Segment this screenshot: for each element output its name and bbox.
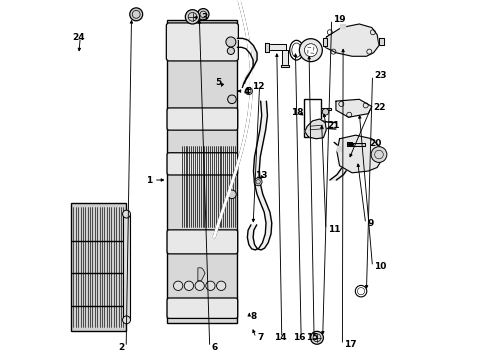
Circle shape [197,9,208,20]
FancyBboxPatch shape [167,298,237,319]
Bar [167,21,237,323]
Circle shape [322,109,328,115]
Polygon shape [281,64,288,67]
Text: 23: 23 [373,71,386,80]
Bar [122,214,130,320]
Text: 20: 20 [368,139,381,148]
FancyBboxPatch shape [167,108,237,130]
Circle shape [227,95,236,104]
Circle shape [299,39,322,62]
Text: 17: 17 [344,341,356,350]
Text: 9: 9 [367,219,373,228]
Text: 10: 10 [373,262,386,271]
Circle shape [304,44,317,57]
Circle shape [173,281,183,291]
Polygon shape [323,24,378,56]
Text: 24: 24 [72,33,85,42]
Text: 18: 18 [290,108,303,117]
Circle shape [129,8,142,21]
Circle shape [310,331,323,344]
Text: 6: 6 [211,343,217,352]
FancyBboxPatch shape [166,23,238,61]
Circle shape [370,147,386,162]
Text: 5: 5 [215,78,221,87]
Circle shape [195,281,204,291]
Circle shape [205,281,215,291]
Polygon shape [198,268,204,280]
Circle shape [225,37,235,47]
Circle shape [216,281,225,291]
Polygon shape [267,44,285,50]
Text: 12: 12 [251,82,264,91]
Polygon shape [335,99,371,117]
Text: 7: 7 [257,333,264,342]
Polygon shape [351,143,364,145]
Text: 16: 16 [293,333,305,342]
Polygon shape [378,38,383,45]
Polygon shape [336,145,341,151]
Text: 11: 11 [327,225,340,234]
Polygon shape [336,135,382,173]
Text: 19: 19 [333,15,346,24]
Polygon shape [282,50,287,65]
Text: 2: 2 [118,343,124,352]
FancyBboxPatch shape [167,153,237,175]
Text: 1: 1 [145,176,152,185]
Circle shape [122,316,130,324]
Polygon shape [339,24,344,28]
Polygon shape [247,87,250,89]
Text: 14: 14 [273,333,286,342]
Polygon shape [169,26,235,58]
Circle shape [227,47,234,54]
FancyBboxPatch shape [167,230,237,254]
Circle shape [254,178,262,186]
Polygon shape [346,142,351,145]
Text: 22: 22 [372,103,385,112]
Text: 4: 4 [244,86,250,95]
Text: 15: 15 [305,333,318,342]
Polygon shape [322,39,326,45]
Text: 21: 21 [327,121,340,130]
Text: 13: 13 [255,171,267,180]
Text: 3: 3 [201,13,207,22]
Polygon shape [304,119,325,139]
Text: 8: 8 [250,312,257,321]
Polygon shape [265,43,268,51]
Circle shape [184,281,193,291]
Circle shape [227,190,236,199]
Circle shape [244,87,252,95]
Polygon shape [320,108,330,111]
Circle shape [122,210,130,218]
Bar [70,203,126,330]
Circle shape [185,10,199,24]
Bar [303,99,320,137]
